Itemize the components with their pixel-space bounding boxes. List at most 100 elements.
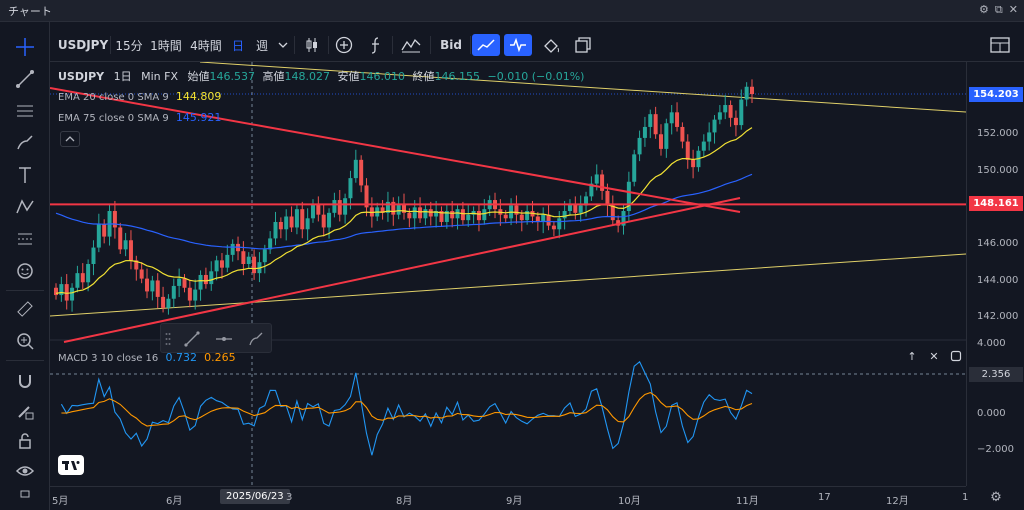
candle-body xyxy=(546,214,551,226)
magnet-icon[interactable] xyxy=(10,368,40,394)
calendar-icon[interactable]: 日 xyxy=(231,38,244,53)
macd-tick: −2.000 xyxy=(977,444,1015,455)
tradingview-logo[interactable] xyxy=(58,455,84,475)
forecast-icon[interactable] xyxy=(10,226,40,252)
chart-canvas[interactable] xyxy=(49,61,967,486)
line-chart-toggle[interactable] xyxy=(472,34,500,56)
legend-change: −0.010 (−0.01%) xyxy=(487,70,585,83)
trendline-lower xyxy=(63,197,741,343)
candle-body xyxy=(241,251,246,265)
price-tick: 146.000 xyxy=(977,238,1019,249)
candle-body xyxy=(541,214,546,222)
emoji-icon[interactable] xyxy=(10,258,40,284)
chevron-down-icon[interactable] xyxy=(276,34,290,56)
candle-body xyxy=(589,183,594,197)
price-axis[interactable]: 154.203 152.000 150.000 148.161 146.000 … xyxy=(966,62,1024,486)
drag-handle-icon[interactable] xyxy=(163,329,173,349)
crosshair-date-badge: 2025/06/23 xyxy=(220,489,290,504)
maximize-pane-icon[interactable] xyxy=(947,348,965,364)
ruler-icon[interactable] xyxy=(10,296,40,322)
interval-15m[interactable]: 15分 xyxy=(115,38,143,53)
close-icon[interactable]: ✕ xyxy=(1008,3,1018,16)
time-tick: 6月 xyxy=(166,496,183,507)
close-pane-icon[interactable]: ✕ xyxy=(929,349,939,363)
oscillator-toggle[interactable] xyxy=(504,34,532,56)
legend-symbol: USDJPY xyxy=(58,70,105,83)
popout-icon[interactable]: ⧉ xyxy=(994,3,1003,16)
interval-4h[interactable]: 4時間 xyxy=(190,38,222,53)
ema20-label: EMA 20 close 0 SMA 9 xyxy=(58,92,169,103)
time-tick: 8月 xyxy=(396,496,413,507)
candle-body xyxy=(733,117,738,126)
candle-body xyxy=(80,273,85,283)
indicators-icon[interactable] xyxy=(398,34,424,56)
candle-body xyxy=(252,256,257,274)
candle-body xyxy=(632,154,637,182)
legend-low-label: 安値 xyxy=(337,70,360,83)
ema75-legend[interactable]: EMA 75 close 0 SMA 9 145.921 xyxy=(58,111,221,124)
symbol-button[interactable]: USDJPY xyxy=(57,38,109,52)
brush-icon[interactable] xyxy=(245,329,267,349)
bid-button[interactable]: Bid xyxy=(440,38,462,52)
zoom-in-icon[interactable] xyxy=(10,328,40,354)
chart-layout-icon[interactable] xyxy=(986,34,1014,56)
current-price-badge: 154.203 xyxy=(969,87,1023,102)
paint-bucket-icon[interactable] xyxy=(538,34,564,56)
crosshair-icon[interactable] xyxy=(10,34,40,60)
candle-body xyxy=(70,287,75,301)
interval-1h[interactable]: 1時間 xyxy=(150,38,182,53)
add-indicator-icon[interactable] xyxy=(332,34,356,56)
macd-legend[interactable]: MACD 3 10 close 16 0.732 0.265 xyxy=(58,351,236,364)
interval-week[interactable]: 週 xyxy=(255,38,268,53)
candle-body xyxy=(150,280,155,292)
text-icon[interactable] xyxy=(10,162,40,188)
settings-icon[interactable]: ⚙ xyxy=(979,3,989,16)
candlestick-icon[interactable] xyxy=(300,34,324,56)
lock-icon[interactable] xyxy=(10,428,40,454)
trend-line-icon[interactable] xyxy=(181,329,203,349)
toolbar-divider xyxy=(294,36,295,54)
candle-body xyxy=(476,211,481,221)
toolbar-divider xyxy=(328,36,329,54)
channel-upper-line xyxy=(199,61,967,113)
candle-body xyxy=(455,209,460,219)
layout-icon[interactable] xyxy=(570,34,596,56)
candle-body xyxy=(359,159,364,186)
candle-body xyxy=(262,249,267,263)
candle-body xyxy=(316,203,321,215)
lock-drawing-icon[interactable] xyxy=(10,398,40,424)
macd-tick: 0.000 xyxy=(977,408,1006,419)
candle-body xyxy=(54,287,58,296)
horizontal-line-icon[interactable] xyxy=(213,329,235,349)
eye-icon[interactable] xyxy=(10,458,40,484)
move-pane-up-icon[interactable]: ↑ xyxy=(907,349,917,363)
candle-body xyxy=(691,159,696,168)
collapse-legend-button[interactable] xyxy=(60,131,80,147)
candle-body xyxy=(273,221,278,239)
candle-body xyxy=(573,203,578,213)
candle-body xyxy=(278,221,283,230)
candle-body xyxy=(327,212,332,228)
trend-line-icon[interactable] xyxy=(10,66,40,92)
candle-body xyxy=(567,203,572,212)
time-axis[interactable]: 5月 6月 2025/06/23 3 8月 9月 10月 11月 17 12月 … xyxy=(50,486,968,510)
function-icon[interactable] xyxy=(364,34,388,56)
toolbar-divider xyxy=(430,36,431,54)
chart-plot[interactable] xyxy=(49,61,967,486)
macd-value: 0.732 xyxy=(165,351,197,364)
pattern-icon[interactable] xyxy=(10,194,40,220)
ema75-line xyxy=(55,173,753,250)
ema20-legend[interactable]: EMA 20 close 0 SMA 9 144.809 xyxy=(58,90,221,103)
candle-body xyxy=(584,196,589,206)
fib-lines-icon[interactable] xyxy=(10,98,40,124)
chart-settings-gear-icon[interactable]: ⚙ xyxy=(990,489,1002,505)
candle-body xyxy=(669,112,674,124)
candle-body xyxy=(294,209,299,228)
legend-open-label: 始値 xyxy=(187,70,210,83)
candle-body xyxy=(739,99,744,126)
brush-icon[interactable] xyxy=(10,130,40,156)
delete-icon[interactable] xyxy=(10,484,40,510)
legend-timeframe: 1日 xyxy=(113,70,132,83)
candle-body xyxy=(648,114,653,127)
candle-body xyxy=(321,214,326,228)
